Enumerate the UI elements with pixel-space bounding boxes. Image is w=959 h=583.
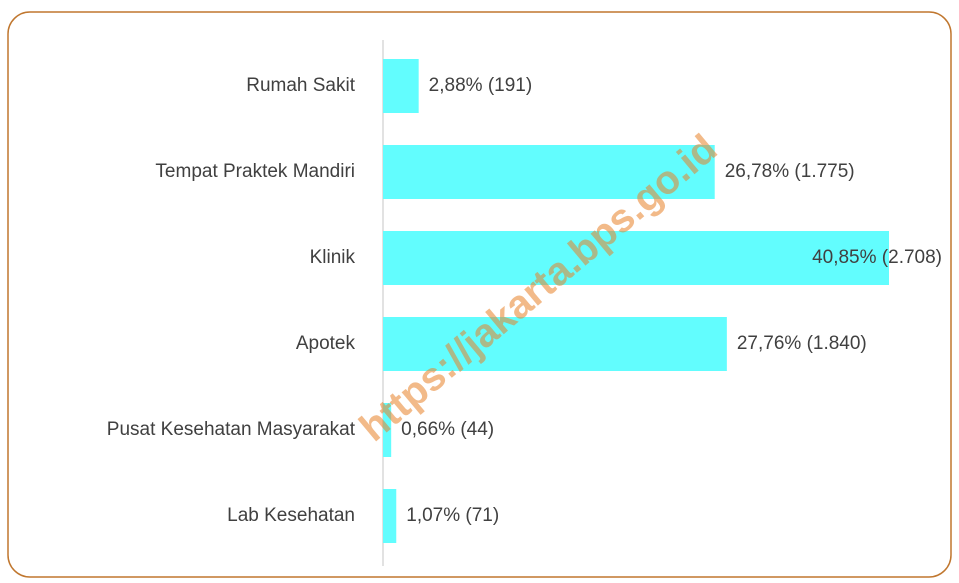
bar — [383, 145, 715, 199]
bar — [383, 231, 889, 285]
category-label: Lab Kesehatan — [227, 505, 355, 526]
data-label: 40,85% (2.708) — [812, 247, 942, 268]
plot: Rumah Sakit 2,88% (191) Tempat Praktek Man… — [107, 59, 942, 543]
category-label: Pusat Kesehatan Masyarakat — [107, 419, 356, 440]
bar — [383, 59, 419, 113]
category-label: Apotek — [296, 333, 356, 354]
data-label: 27,76% (1.840) — [737, 333, 867, 354]
category-label: Rumah Sakit — [246, 75, 355, 96]
bar — [383, 489, 397, 543]
data-label: 26,78% (1.775) — [725, 161, 855, 182]
category-label: Klinik — [310, 247, 356, 268]
bar — [383, 317, 727, 371]
chart-frame — [7, 11, 952, 578]
data-label: 0,66% (44) — [401, 419, 494, 440]
category-label: Tempat Praktek Mandiri — [155, 161, 355, 182]
data-label: 2,88% (191) — [429, 75, 533, 96]
bar — [383, 403, 392, 457]
data-label: 1,07% (71) — [406, 505, 499, 526]
